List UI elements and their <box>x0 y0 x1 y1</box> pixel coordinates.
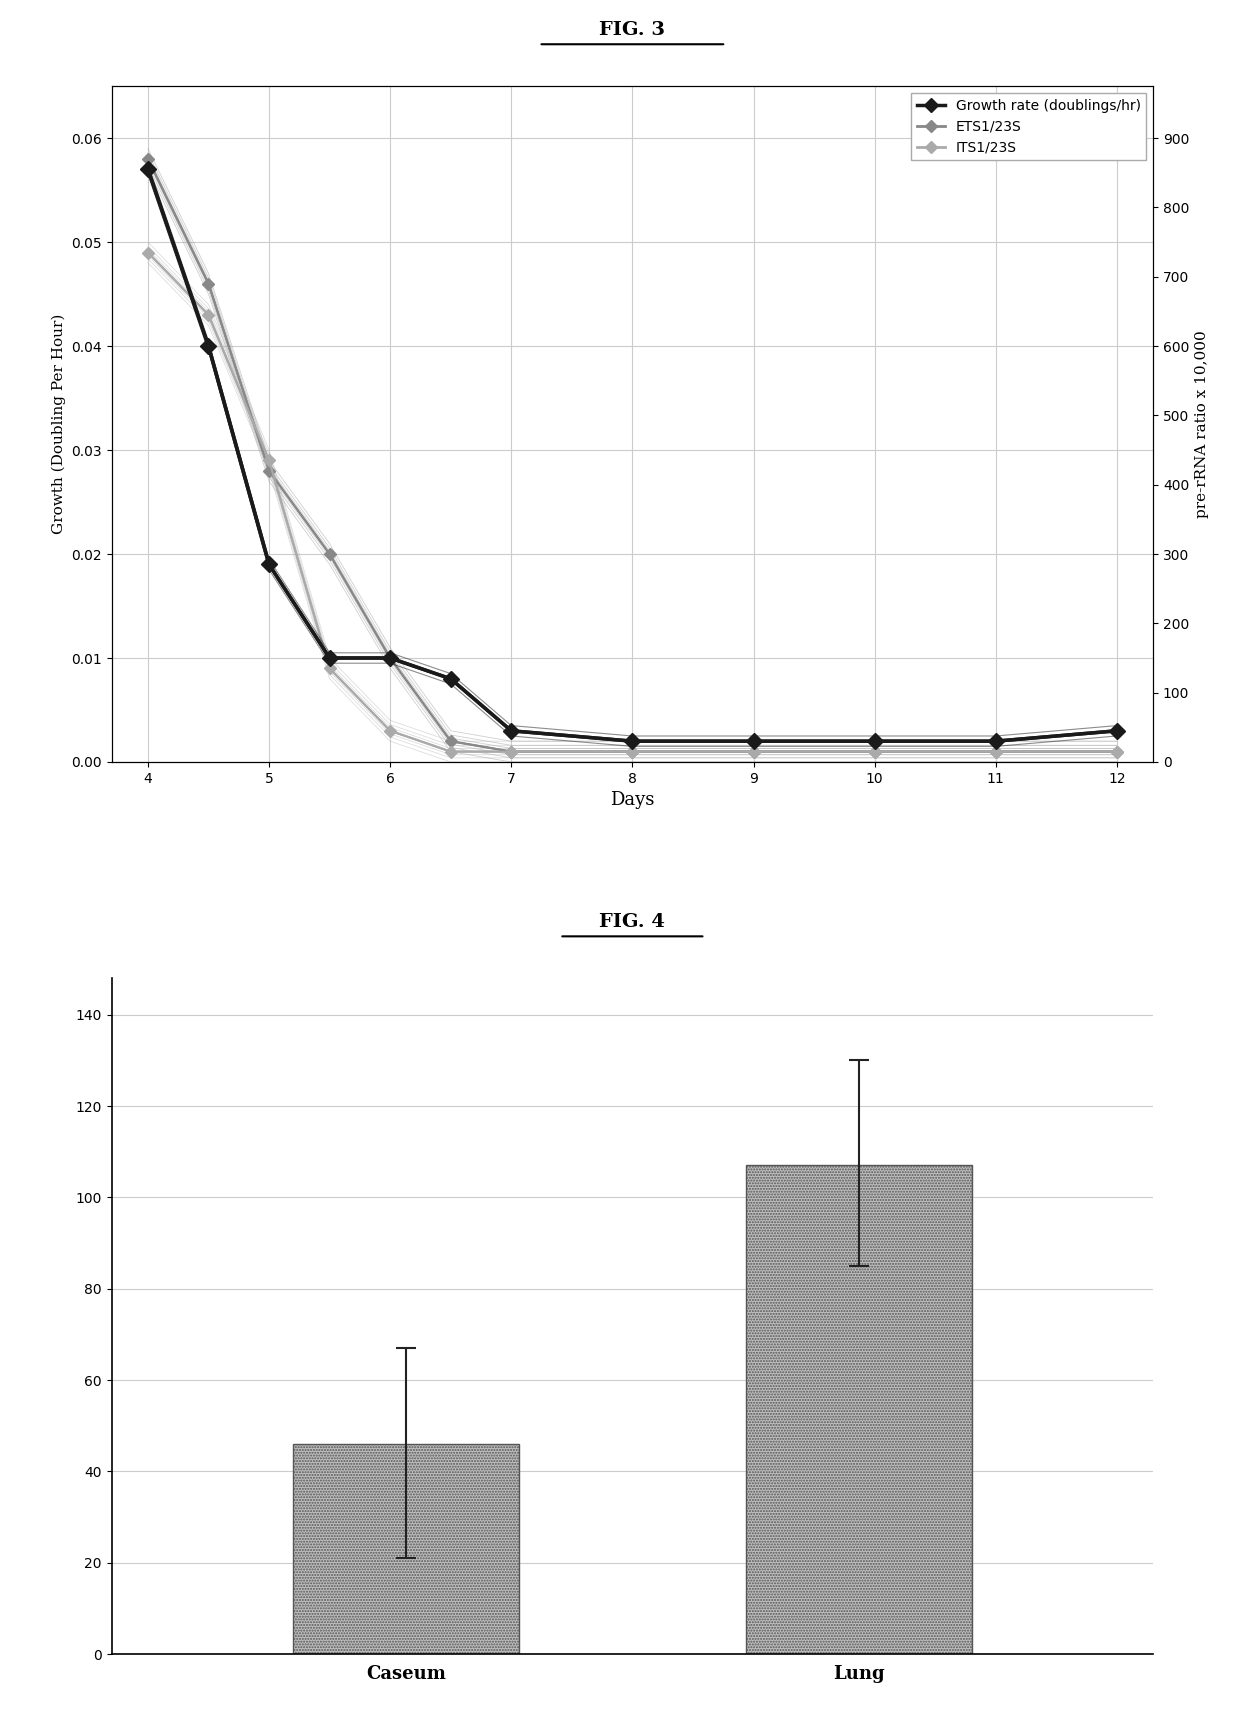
Y-axis label: pre-rRNA ratio x 10,000: pre-rRNA ratio x 10,000 <box>1195 331 1209 519</box>
ITS1/23S <box>1110 741 1125 762</box>
Line: ITS1/23S: ITS1/23S <box>144 248 1121 756</box>
ETS1/23S <box>625 741 640 762</box>
ETS1/23S <box>262 460 277 481</box>
ETS1/23S <box>988 741 1003 762</box>
ITS1/23S <box>322 658 337 679</box>
Growth rate (doublings/hr) <box>1110 720 1125 741</box>
ETS1/23S <box>322 544 337 565</box>
ITS1/23S <box>988 741 1003 762</box>
Growth rate (doublings/hr) <box>201 336 216 357</box>
Growth rate (doublings/hr) <box>503 720 518 741</box>
ITS1/23S <box>746 741 761 762</box>
ETS1/23S <box>443 731 458 751</box>
ITS1/23S <box>383 720 398 741</box>
Growth rate (doublings/hr) <box>322 648 337 669</box>
Growth rate (doublings/hr) <box>867 731 882 751</box>
Growth rate (doublings/hr) <box>988 731 1003 751</box>
ITS1/23S <box>625 741 640 762</box>
Growth rate (doublings/hr) <box>625 731 640 751</box>
Bar <box>745 1165 972 1654</box>
X-axis label: Days: Days <box>610 791 655 810</box>
Text: FIG. 4: FIG. 4 <box>599 913 666 930</box>
Growth rate (doublings/hr) <box>262 555 277 575</box>
ITS1/23S <box>201 305 216 326</box>
Y-axis label: Growth (Doubling Per Hour): Growth (Doubling Per Hour) <box>51 314 66 534</box>
Growth rate (doublings/hr) <box>140 159 155 179</box>
Line: ETS1/23S: ETS1/23S <box>144 155 1121 756</box>
ITS1/23S <box>262 450 277 470</box>
ETS1/23S <box>867 741 882 762</box>
Text: FIG. 3: FIG. 3 <box>599 21 666 40</box>
ETS1/23S <box>201 274 216 295</box>
ITS1/23S <box>443 741 458 762</box>
Legend: Growth rate (doublings/hr), ETS1/23S, ITS1/23S: Growth rate (doublings/hr), ETS1/23S, IT… <box>911 93 1146 160</box>
ETS1/23S <box>1110 741 1125 762</box>
ITS1/23S <box>140 243 155 264</box>
ETS1/23S <box>746 741 761 762</box>
ETS1/23S <box>140 148 155 169</box>
Line: Growth rate (doublings/hr): Growth rate (doublings/hr) <box>143 164 1122 746</box>
ETS1/23S <box>503 741 518 762</box>
ITS1/23S <box>867 741 882 762</box>
Growth rate (doublings/hr) <box>383 648 398 669</box>
ITS1/23S <box>503 741 518 762</box>
Growth rate (doublings/hr) <box>443 669 458 689</box>
Growth rate (doublings/hr) <box>746 731 761 751</box>
ETS1/23S <box>383 648 398 669</box>
Bar <box>293 1444 520 1654</box>
